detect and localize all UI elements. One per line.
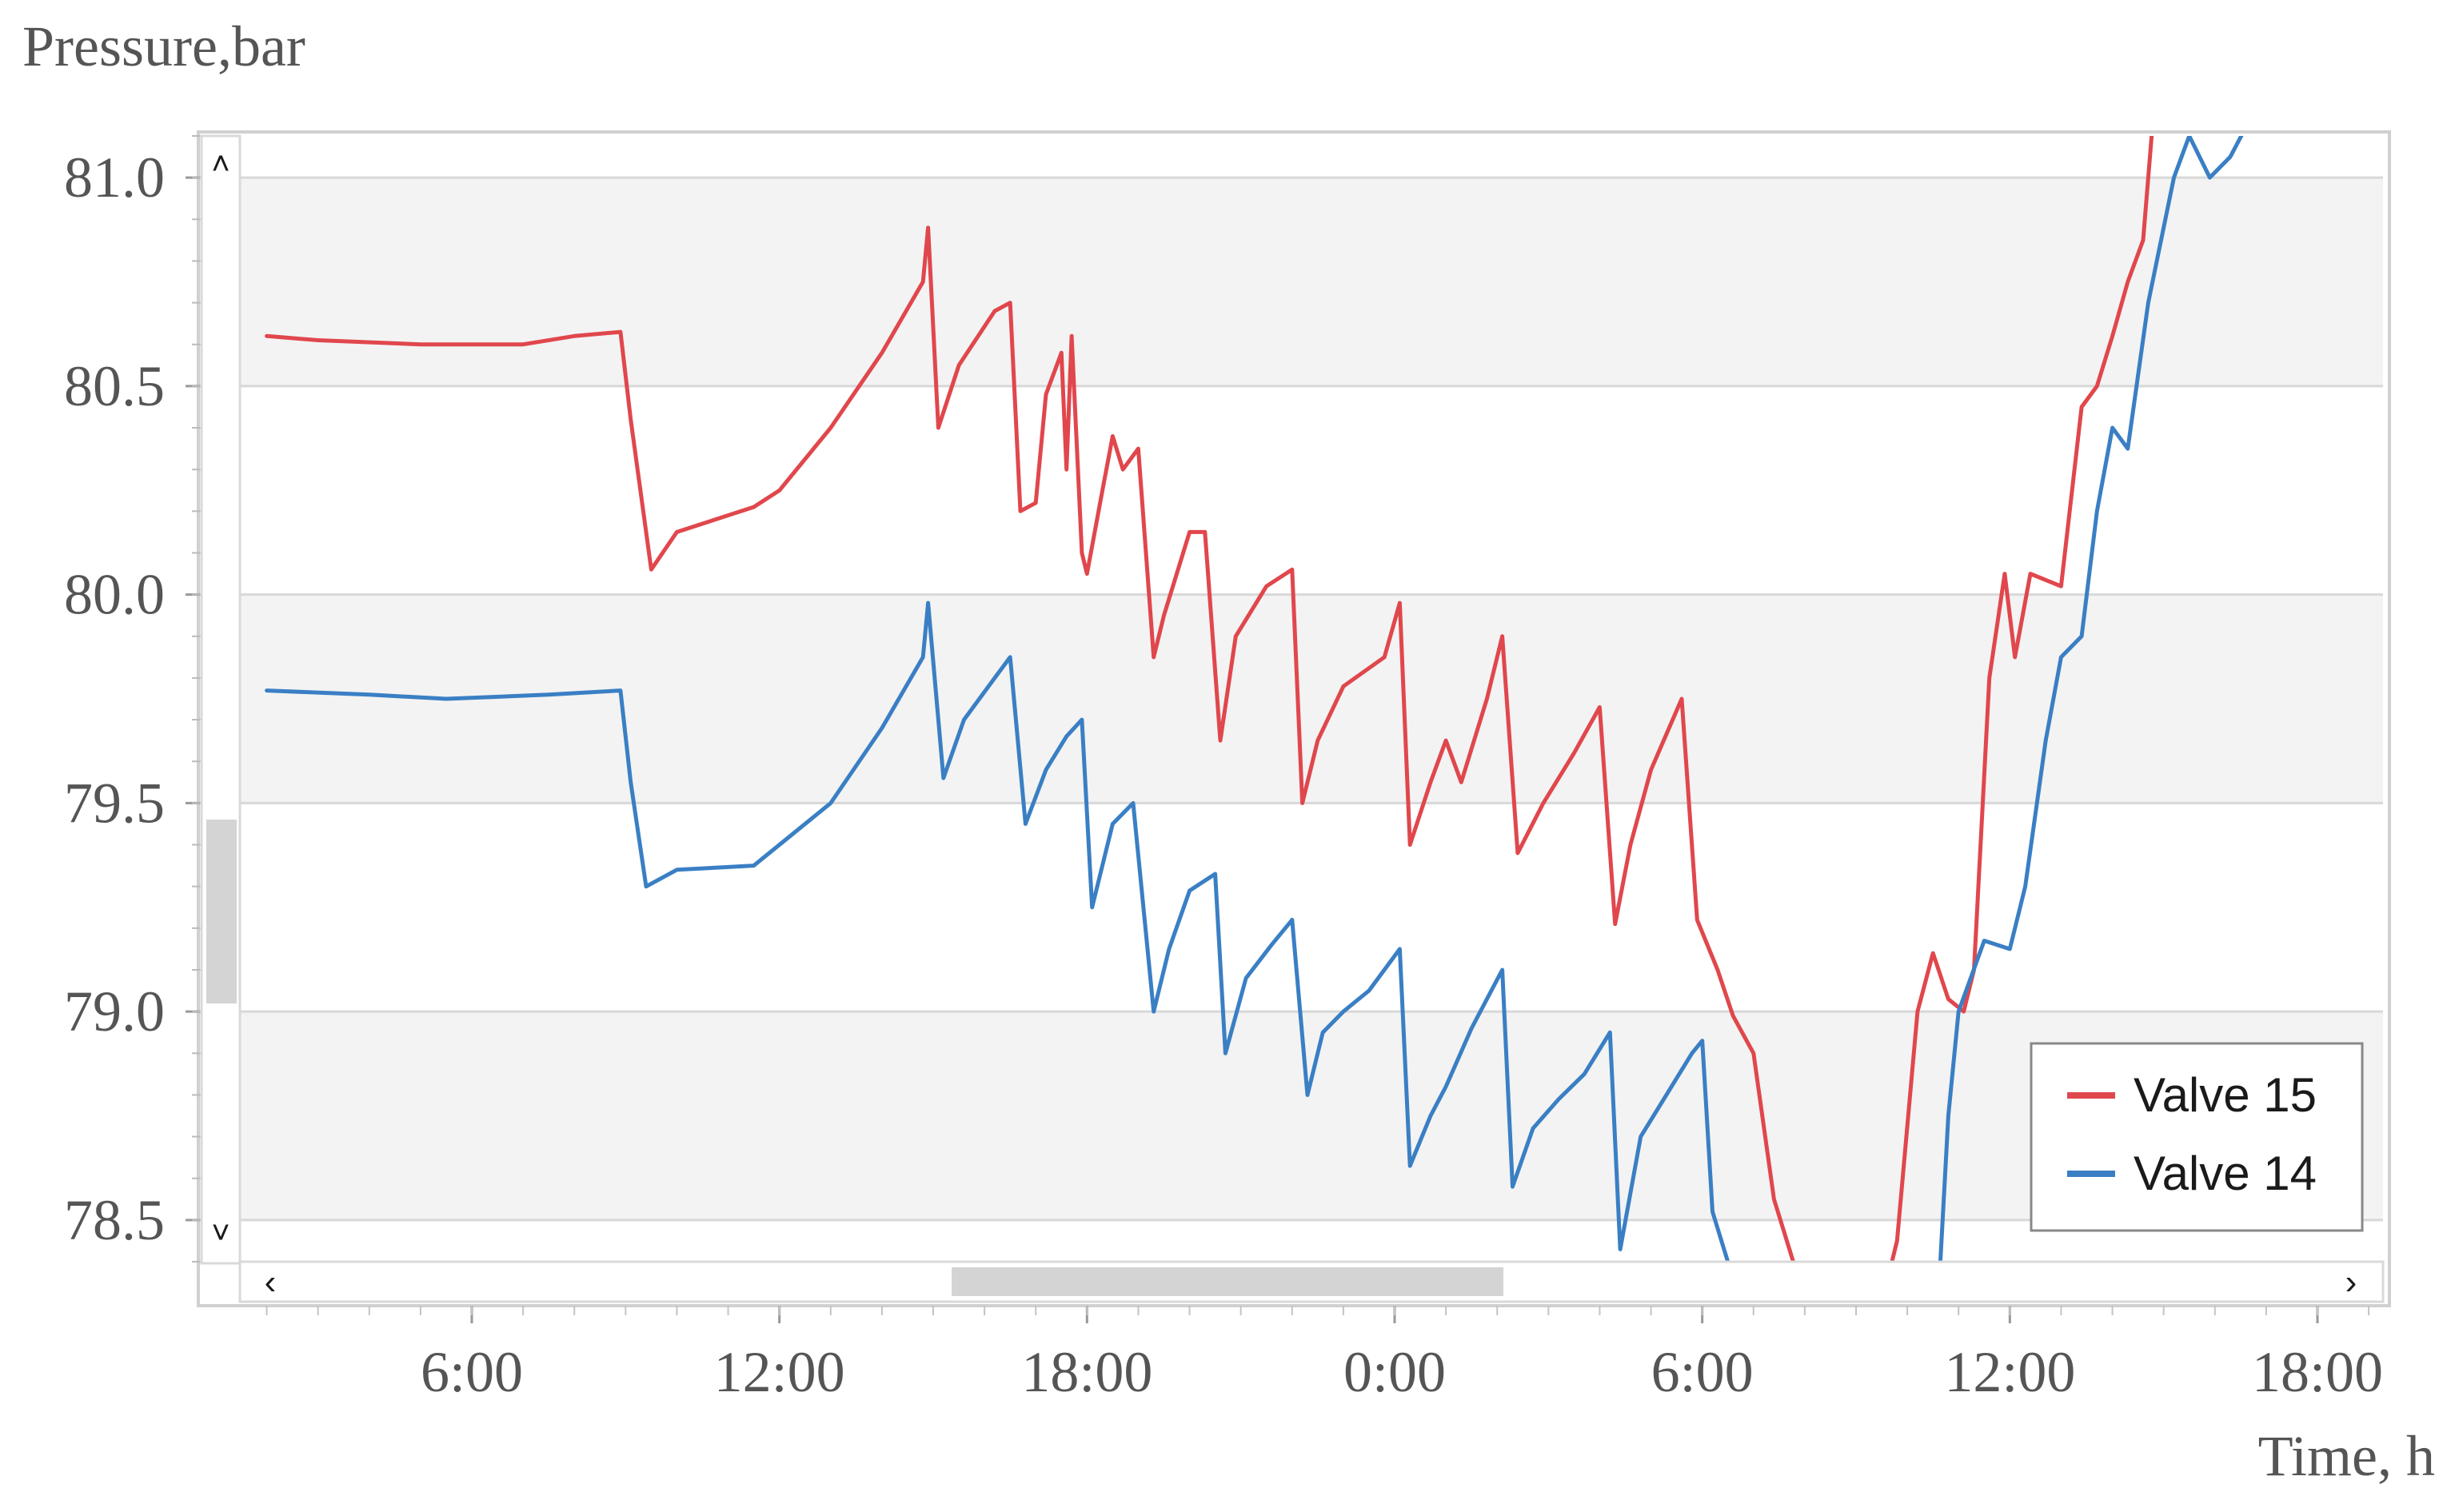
plot-background	[197, 130, 2391, 1307]
horizontal-scrollbar[interactable]: ‹ ›	[238, 1260, 2385, 1303]
caret-left-icon[interactable]: ‹	[265, 1263, 277, 1302]
vertical-scrollbar[interactable]: ˄ ˅	[200, 134, 242, 1265]
series-line-valve-14	[265, 136, 2244, 1262]
x-tick-label: 6:00	[1651, 1340, 1754, 1404]
series-line-valve-15	[265, 136, 2154, 1262]
grid-band	[240, 1011, 2383, 1220]
y-tick-label: 80.5	[64, 354, 165, 418]
x-axis-title: Time, h	[2258, 1424, 2435, 1488]
x-tick-label: 12:00	[1944, 1340, 2075, 1404]
y-tick-label: 79.5	[64, 771, 165, 835]
x-tick-labels: 6:00 12:00 18:00 0:00 6:00 12:00 18:00	[421, 1340, 2383, 1404]
x-tick-label: 18:00	[1021, 1340, 1152, 1404]
x-tick-label: 6:00	[421, 1340, 523, 1404]
legend-box	[2030, 1042, 2364, 1232]
legend: Valve 15 Valve 14	[2030, 1042, 2364, 1232]
h-scroll-thumb[interactable]	[952, 1267, 1503, 1296]
legend-label-valve-15: Valve 15	[2134, 1068, 2317, 1122]
y-tick-label: 80.0	[64, 563, 165, 627]
x-tick-label: 0:00	[1343, 1340, 1446, 1404]
caret-right-icon[interactable]: ›	[2345, 1263, 2357, 1302]
legend-label-valve-14: Valve 14	[2134, 1147, 2317, 1200]
y-tick-label: 81.0	[64, 146, 165, 209]
y-tick-label: 79.0	[64, 979, 165, 1043]
x-tick-label: 18:00	[2252, 1340, 2383, 1404]
v-scroll-track[interactable]	[200, 134, 242, 1265]
v-scroll-thumb[interactable]	[206, 820, 237, 1003]
y-tick-labels: 81.0 80.5 80.0 79.5 79.0 78.5	[64, 146, 165, 1252]
grid-band	[240, 178, 2383, 386]
x-tick-label: 12:00	[714, 1340, 845, 1404]
y-tick-label: 78.5	[64, 1188, 165, 1252]
caret-up-icon[interactable]: ˄	[211, 146, 230, 182]
caret-down-icon[interactable]: ˅	[211, 1215, 230, 1251]
series-layer	[265, 136, 2244, 1262]
y-axis-title: Pressure,bar	[22, 14, 305, 78]
